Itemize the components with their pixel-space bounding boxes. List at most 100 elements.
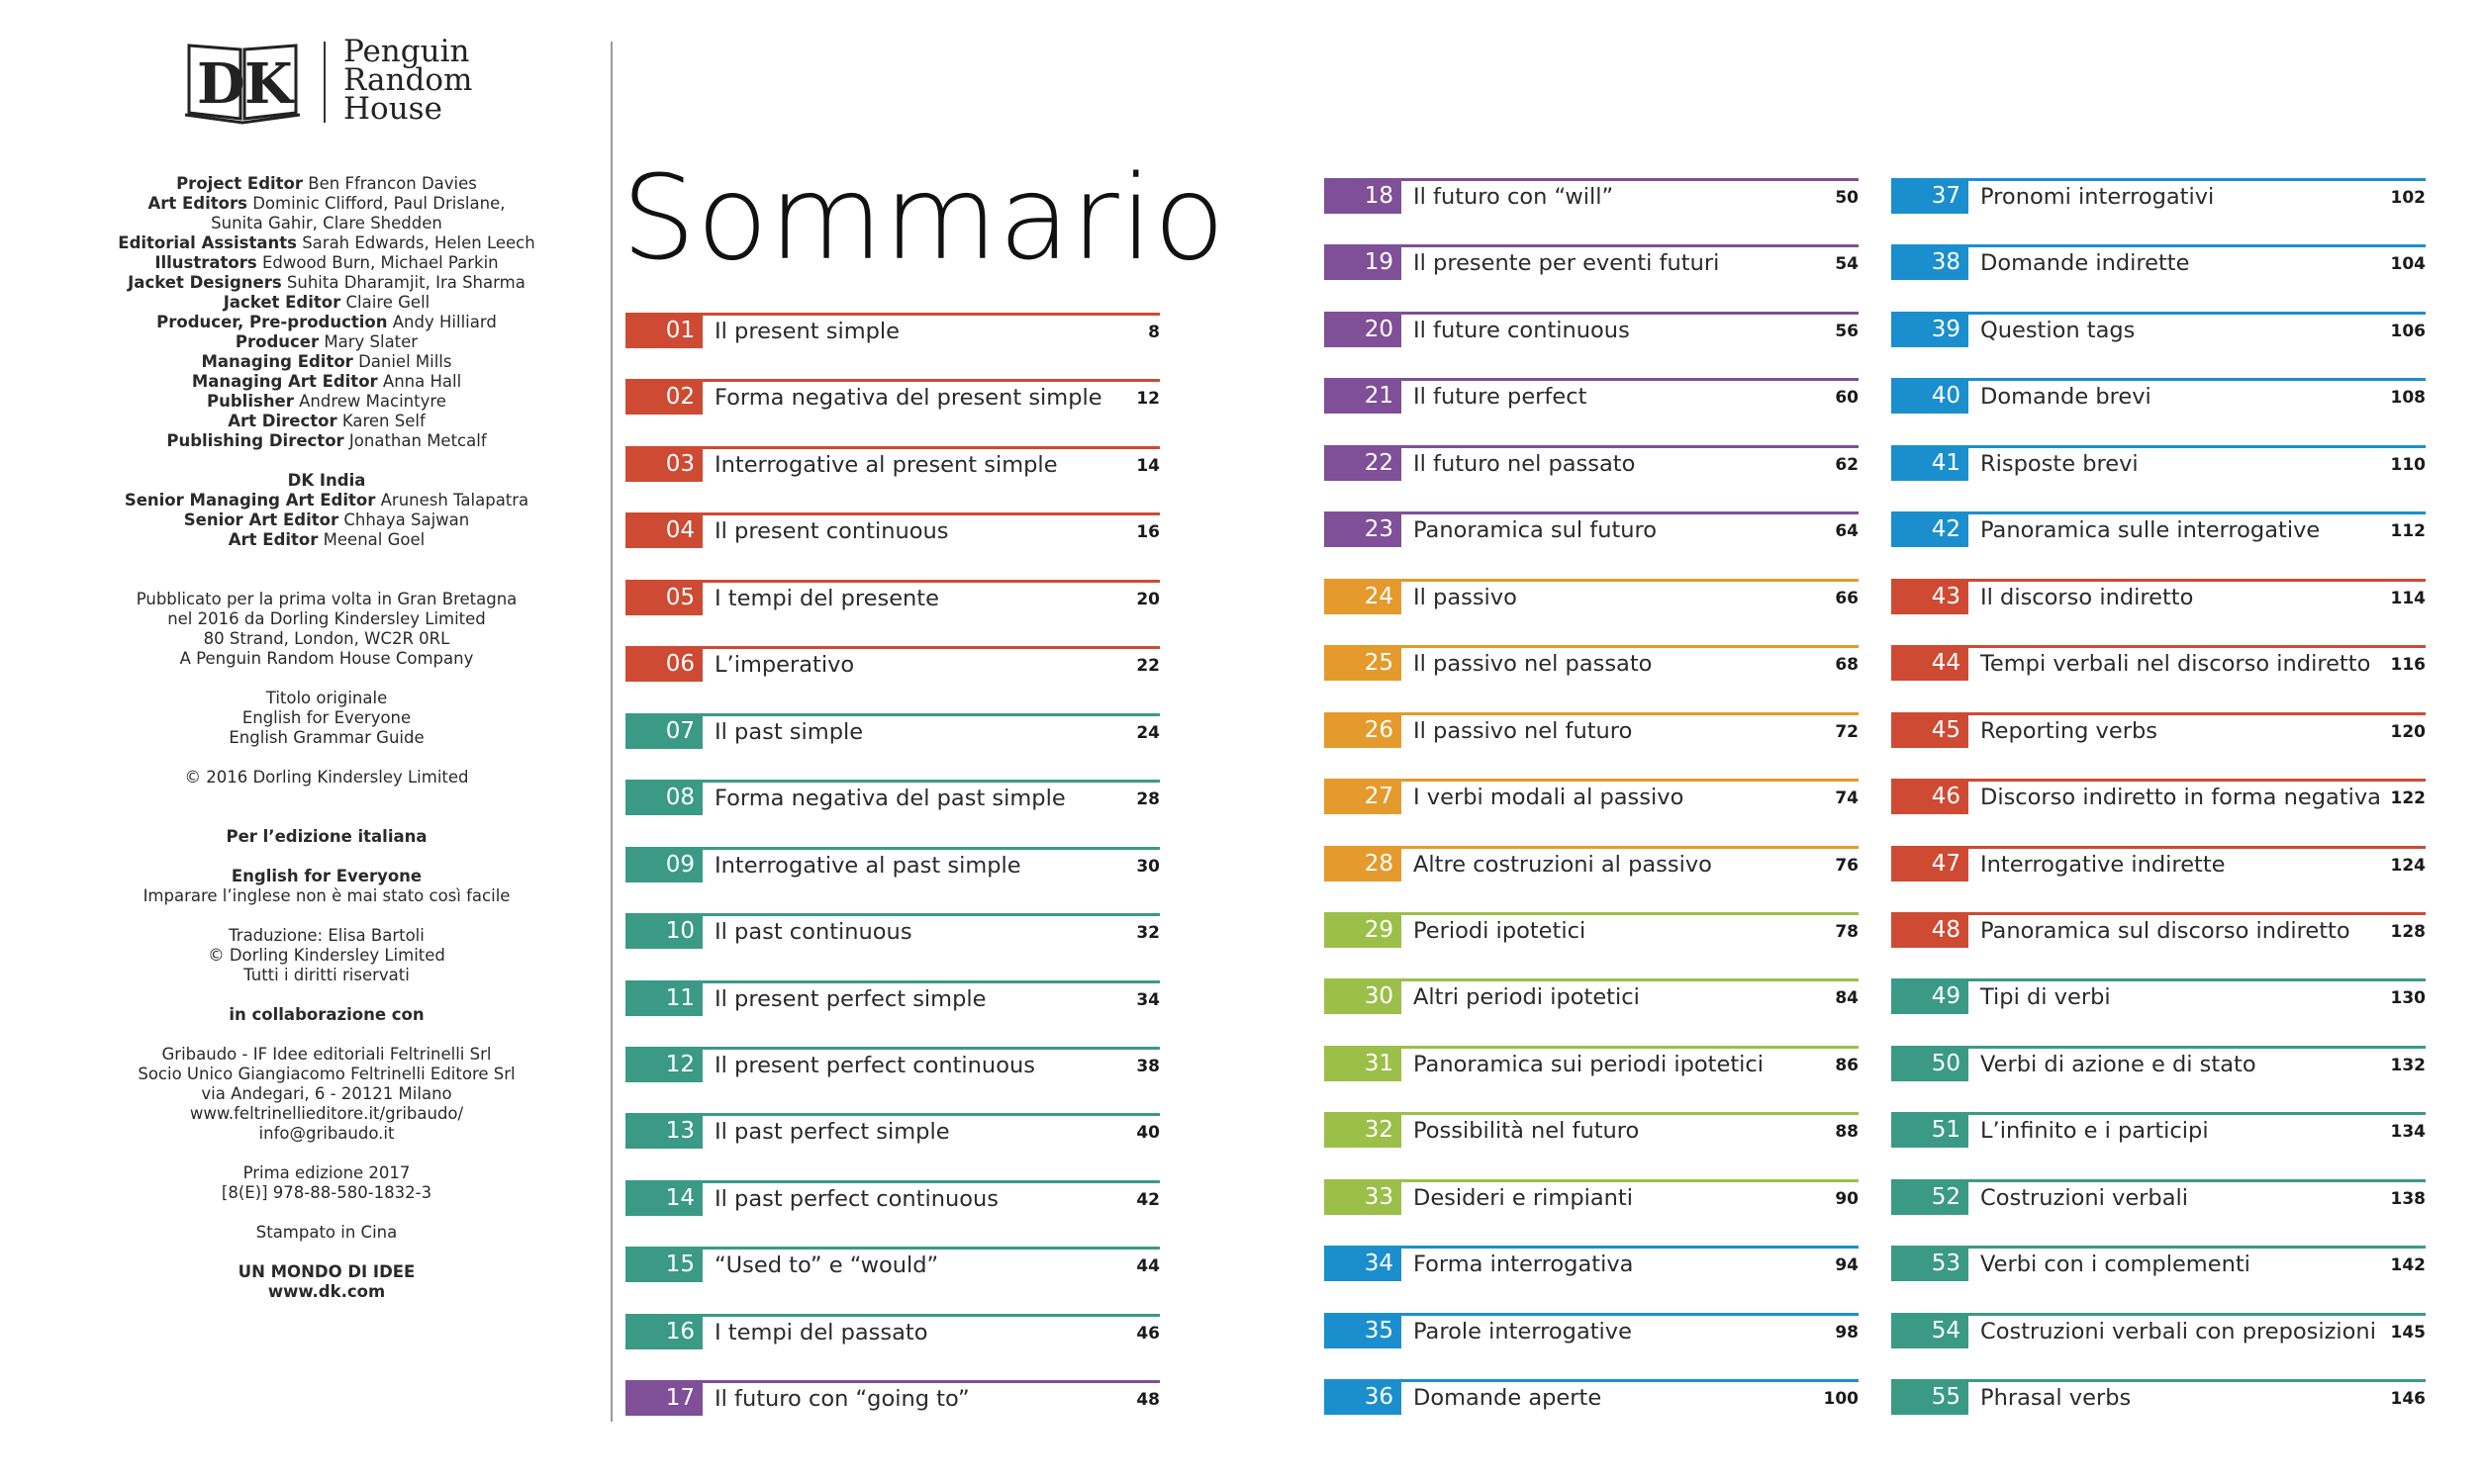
toc-entry-title: Risposte brevi bbox=[1980, 451, 2139, 477]
toc-entry[interactable]: 40 Domande brevi 108 bbox=[1891, 378, 2426, 414]
toc-entry[interactable]: 19 Il presente per eventi futuri 54 bbox=[1324, 244, 1859, 280]
toc-entry-page: 28 bbox=[1136, 789, 1160, 809]
toc-entry[interactable]: 52 Costruzioni verbali 138 bbox=[1891, 1179, 2426, 1215]
toc-entry[interactable]: 23 Panoramica sul futuro 64 bbox=[1324, 511, 1859, 547]
translation-line: Traduzione: Elisa Bartoli bbox=[229, 926, 425, 945]
toc-entry[interactable]: 03 Interrogative al present simple 14 bbox=[625, 446, 1160, 482]
toc-entry-page: 56 bbox=[1835, 322, 1859, 341]
toc-entry[interactable]: 36 Domande aperte 100 bbox=[1324, 1379, 1859, 1415]
toc-entry[interactable]: 04 Il present continuous 16 bbox=[625, 512, 1160, 548]
toc-entry[interactable]: 27 I verbi modali al passivo 74 bbox=[1324, 779, 1859, 814]
toc-entry-page: 50 bbox=[1835, 188, 1859, 208]
toc-entry-rule bbox=[1324, 1379, 1859, 1382]
credit-role: Art Editors bbox=[147, 194, 247, 213]
toc-entry[interactable]: 49 Tipi di verbi 130 bbox=[1891, 978, 2426, 1014]
toc-entry[interactable]: 32 Possibilità nel futuro 88 bbox=[1324, 1112, 1859, 1148]
publisher-logo: D K Penguin Random House bbox=[183, 37, 480, 127]
toc-entry-rule bbox=[625, 1247, 1160, 1250]
toc-entry[interactable]: 35 Parole interrogative 98 bbox=[1324, 1313, 1859, 1348]
credit-name: Jonathan Metcalf bbox=[348, 431, 487, 450]
toc-entry[interactable]: 28 Altre costruzioni al passivo 76 bbox=[1324, 846, 1859, 881]
toc-entry[interactable]: 41 Risposte brevi 110 bbox=[1891, 445, 2426, 481]
toc-entry[interactable]: 08 Forma negativa del past simple 28 bbox=[625, 780, 1160, 815]
toc-entry-title: I verbi modali al passivo bbox=[1413, 785, 1684, 810]
toc-entry-number: 54 bbox=[1891, 1313, 1968, 1348]
toc-entry[interactable]: 39 Question tags 106 bbox=[1891, 312, 2426, 347]
toc-entry[interactable]: 33 Desideri e rimpianti 90 bbox=[1324, 1179, 1859, 1215]
toc-entry[interactable]: 31 Panoramica sui periodi ipotetici 86 bbox=[1324, 1046, 1859, 1081]
toc-entry-rule bbox=[625, 313, 1160, 316]
toc-entry-page: 8 bbox=[1148, 323, 1160, 342]
toc-entry-title: Il present perfect continuous bbox=[715, 1053, 1035, 1078]
toc-entry[interactable]: 24 Il passivo 66 bbox=[1324, 579, 1859, 614]
toc-entry[interactable]: 10 Il past continuous 32 bbox=[625, 913, 1160, 949]
credit-line: Editorial Assistants Sarah Edwards, Hele… bbox=[109, 233, 544, 253]
toc-entry[interactable]: 07 Il past simple 24 bbox=[625, 713, 1160, 749]
toc-entry[interactable]: 43 Il discorso indiretto 114 bbox=[1891, 579, 2426, 614]
toc-entry[interactable]: 02 Forma negativa del present simple 12 bbox=[625, 379, 1160, 415]
credit-line: Senior Managing Art Editor Arunesh Talap… bbox=[109, 491, 544, 510]
toc-entry[interactable]: 16 I tempi del passato 46 bbox=[625, 1314, 1160, 1349]
credit-role: Senior Managing Art Editor bbox=[124, 491, 376, 510]
toc-entry[interactable]: 13 Il past perfect simple 40 bbox=[625, 1113, 1160, 1149]
toc-entry-rule bbox=[1324, 445, 1859, 448]
original-title-line: English for Everyone bbox=[241, 708, 412, 727]
toc-entry-page: 48 bbox=[1136, 1390, 1160, 1410]
toc-entry[interactable]: 22 Il futuro nel passato 62 bbox=[1324, 445, 1859, 481]
credit-line: Art Editor Meenal Goel bbox=[109, 530, 544, 550]
toc-entry-page: 100 bbox=[1823, 1389, 1860, 1409]
toc-entry[interactable]: 42 Panoramica sulle interrogative 112 bbox=[1891, 511, 2426, 547]
toc-entry[interactable]: 11 Il present perfect simple 34 bbox=[625, 980, 1160, 1016]
toc-entry-number: 26 bbox=[1324, 712, 1401, 748]
toc-entry-page: 84 bbox=[1835, 988, 1859, 1008]
toc-entry[interactable]: 47 Interrogative indirette 124 bbox=[1891, 846, 2426, 881]
toc-entry[interactable]: 12 Il present perfect continuous 38 bbox=[625, 1047, 1160, 1082]
toc-entry[interactable]: 38 Domande indirette 104 bbox=[1891, 244, 2426, 280]
toc-entry-title: Tempi verbali nel discorso indiretto bbox=[1980, 651, 2371, 677]
toc-entry-page: 76 bbox=[1835, 856, 1859, 876]
toc-entry-rule bbox=[1324, 378, 1859, 381]
toc-entry[interactable]: 50 Verbi di azione e di stato 132 bbox=[1891, 1046, 2426, 1081]
publication-line: Pubblicato per la prima volta in Gran Br… bbox=[136, 590, 518, 608]
toc-entry[interactable]: 55 Phrasal verbs 146 bbox=[1891, 1379, 2426, 1415]
toc-entry[interactable]: 37 Pronomi interrogativi 102 bbox=[1891, 178, 2426, 214]
toc-entry[interactable]: 18 Il futuro con “will” 50 bbox=[1324, 178, 1859, 214]
toc-entry-number: 20 bbox=[1324, 312, 1401, 347]
toc-entry-page: 128 bbox=[2390, 922, 2427, 942]
toc-entry[interactable]: 46 Discorso indiretto in forma negativa 12… bbox=[1891, 779, 2426, 814]
toc-entry[interactable]: 53 Verbi con i complementi 142 bbox=[1891, 1246, 2426, 1281]
toc-entry[interactable]: 01 Il present simple 8 bbox=[625, 313, 1160, 348]
toc-entry[interactable]: 05 I tempi del presente 20 bbox=[625, 580, 1160, 615]
toc-entry[interactable]: 06 L’imperativo 22 bbox=[625, 646, 1160, 682]
toc-entry-rule bbox=[1891, 645, 2426, 648]
toc-entry[interactable]: 17 Il futuro con “going to” 48 bbox=[625, 1380, 1160, 1416]
toc-entry-title: Verbi di azione e di stato bbox=[1980, 1052, 2256, 1077]
toc-entry-number: 32 bbox=[1324, 1112, 1401, 1148]
toc-entry[interactable]: 29 Periodi ipotetici 78 bbox=[1324, 912, 1859, 948]
toc-entry-rule bbox=[1324, 244, 1859, 247]
toc-entry-number: 08 bbox=[625, 780, 703, 815]
toc-entry-title: L’infinito e i participi bbox=[1980, 1118, 2209, 1144]
toc-entry[interactable]: 21 Il future perfect 60 bbox=[1324, 378, 1859, 414]
toc-entry[interactable]: 30 Altri periodi ipotetici 84 bbox=[1324, 978, 1859, 1014]
toc-entry[interactable]: 09 Interrogative al past simple 30 bbox=[625, 847, 1160, 882]
toc-entry-number: 09 bbox=[625, 847, 703, 882]
toc-entry[interactable]: 20 Il future continuous 56 bbox=[1324, 312, 1859, 347]
toc-entry-page: 24 bbox=[1136, 723, 1160, 743]
toc-entry-rule bbox=[1324, 312, 1859, 315]
toc-entry[interactable]: 26 Il passivo nel futuro 72 bbox=[1324, 712, 1859, 748]
toc-entry[interactable]: 45 Reporting verbs 120 bbox=[1891, 712, 2426, 748]
toc-entry[interactable]: 14 Il past perfect continuous 42 bbox=[625, 1180, 1160, 1216]
toc-entry-number: 55 bbox=[1891, 1379, 1968, 1415]
svg-text:D: D bbox=[197, 51, 245, 117]
toc-entry-title: Il future perfect bbox=[1413, 384, 1587, 410]
toc-entry[interactable]: 15 “Used to” e “would” 44 bbox=[625, 1247, 1160, 1282]
toc-entry[interactable]: 48 Panoramica sul discorso indiretto 128 bbox=[1891, 912, 2426, 948]
toc-entry-title: Reporting verbs bbox=[1980, 718, 2157, 744]
toc-entry[interactable]: 25 Il passivo nel passato 68 bbox=[1324, 645, 1859, 681]
toc-entry[interactable]: 51 L’infinito e i participi 134 bbox=[1891, 1112, 2426, 1148]
toc-entry[interactable]: 34 Forma interrogativa 94 bbox=[1324, 1246, 1859, 1281]
toc-entry[interactable]: 44 Tempi verbali nel discorso indiretto 11… bbox=[1891, 645, 2426, 681]
toc-entry[interactable]: 54 Costruzioni verbali con preposizioni 14… bbox=[1891, 1313, 2426, 1348]
toc-entry-title: Interrogative al past simple bbox=[715, 853, 1021, 879]
